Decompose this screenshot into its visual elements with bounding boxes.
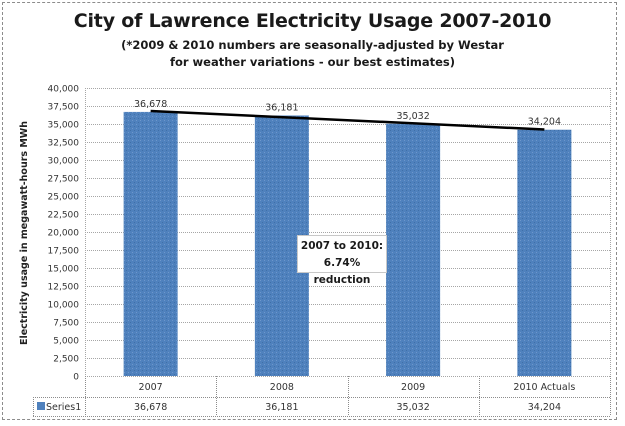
data-label: 35,032 [397, 111, 430, 122]
chart-subtitle-line-2: for weather variations - our best estima… [169, 55, 456, 69]
y-axis-ticks: 0 2,500 5,000 7,500 10,000 12,500 15,000 17,500… [48, 85, 80, 383]
y-tick-label: 2,500 [53, 355, 79, 365]
trendline [150, 109, 545, 131]
y-tick-label: 22,500 [48, 211, 80, 221]
annotation-line-2: 6.74% reduction [313, 257, 371, 286]
x-category-label: 2010 Actuals [513, 382, 575, 393]
bar-2007 [123, 111, 178, 377]
y-tick-label: 40,000 [48, 85, 80, 95]
chart-title: City of Lawrence Electricity Usage 2007-… [73, 10, 552, 32]
table-value: 35,032 [397, 402, 430, 413]
table-value: 36,181 [265, 402, 298, 413]
x-category-label: 2009 [401, 382, 425, 393]
bars [123, 111, 572, 377]
y-tick-label: 30,000 [48, 157, 80, 167]
annotation-line-1: 2007 to 2010: [300, 240, 384, 252]
table-value: 36,678 [134, 402, 167, 413]
trendline-line [150, 109, 545, 131]
y-axis-label: Electricity usage in megawatt-hours MWh [19, 121, 30, 345]
x-category-label: 2008 [270, 382, 294, 393]
y-tick-label: 15,000 [48, 265, 80, 275]
legend-key-icon [37, 402, 45, 410]
data-label: 36,181 [265, 102, 298, 113]
y-tick-label: 12,500 [48, 283, 80, 293]
y-tick-label: 25,000 [48, 193, 80, 203]
y-tick-label: 7,500 [53, 319, 79, 329]
y-tick-label: 0 [73, 373, 79, 383]
chart-subtitle-line-1: (*2009 & 2010 numbers are seasonally-adj… [121, 38, 504, 52]
y-tick-label: 27,500 [48, 175, 80, 185]
chart-frame [2, 2, 617, 420]
y-tick-label: 10,000 [48, 301, 80, 311]
legend-series-label: Series1 [46, 402, 81, 413]
data-table: 2007 36,678 2008 36,181 2009 35,032 2010 Actua… [33, 376, 611, 417]
reduction-annotation: 2007 to 2010: 6.74% reduction [297, 235, 387, 286]
y-tick-label: 20,000 [48, 229, 80, 239]
y-tick-label: 35,000 [48, 121, 80, 131]
data-labels: 36,678 36,181 35,032 34,204 [134, 99, 561, 128]
y-tick-label: 37,500 [48, 103, 80, 113]
data-label: 34,204 [528, 117, 561, 128]
bar-2009 [386, 123, 441, 377]
bar-2010-actuals [517, 129, 572, 376]
y-tick-label: 32,500 [48, 139, 80, 149]
x-category-label: 2007 [139, 382, 163, 393]
y-tick-label: 17,500 [48, 247, 80, 257]
data-label: 36,678 [134, 99, 167, 110]
table-value: 34,204 [528, 402, 561, 413]
y-tick-label: 5,000 [53, 337, 79, 347]
